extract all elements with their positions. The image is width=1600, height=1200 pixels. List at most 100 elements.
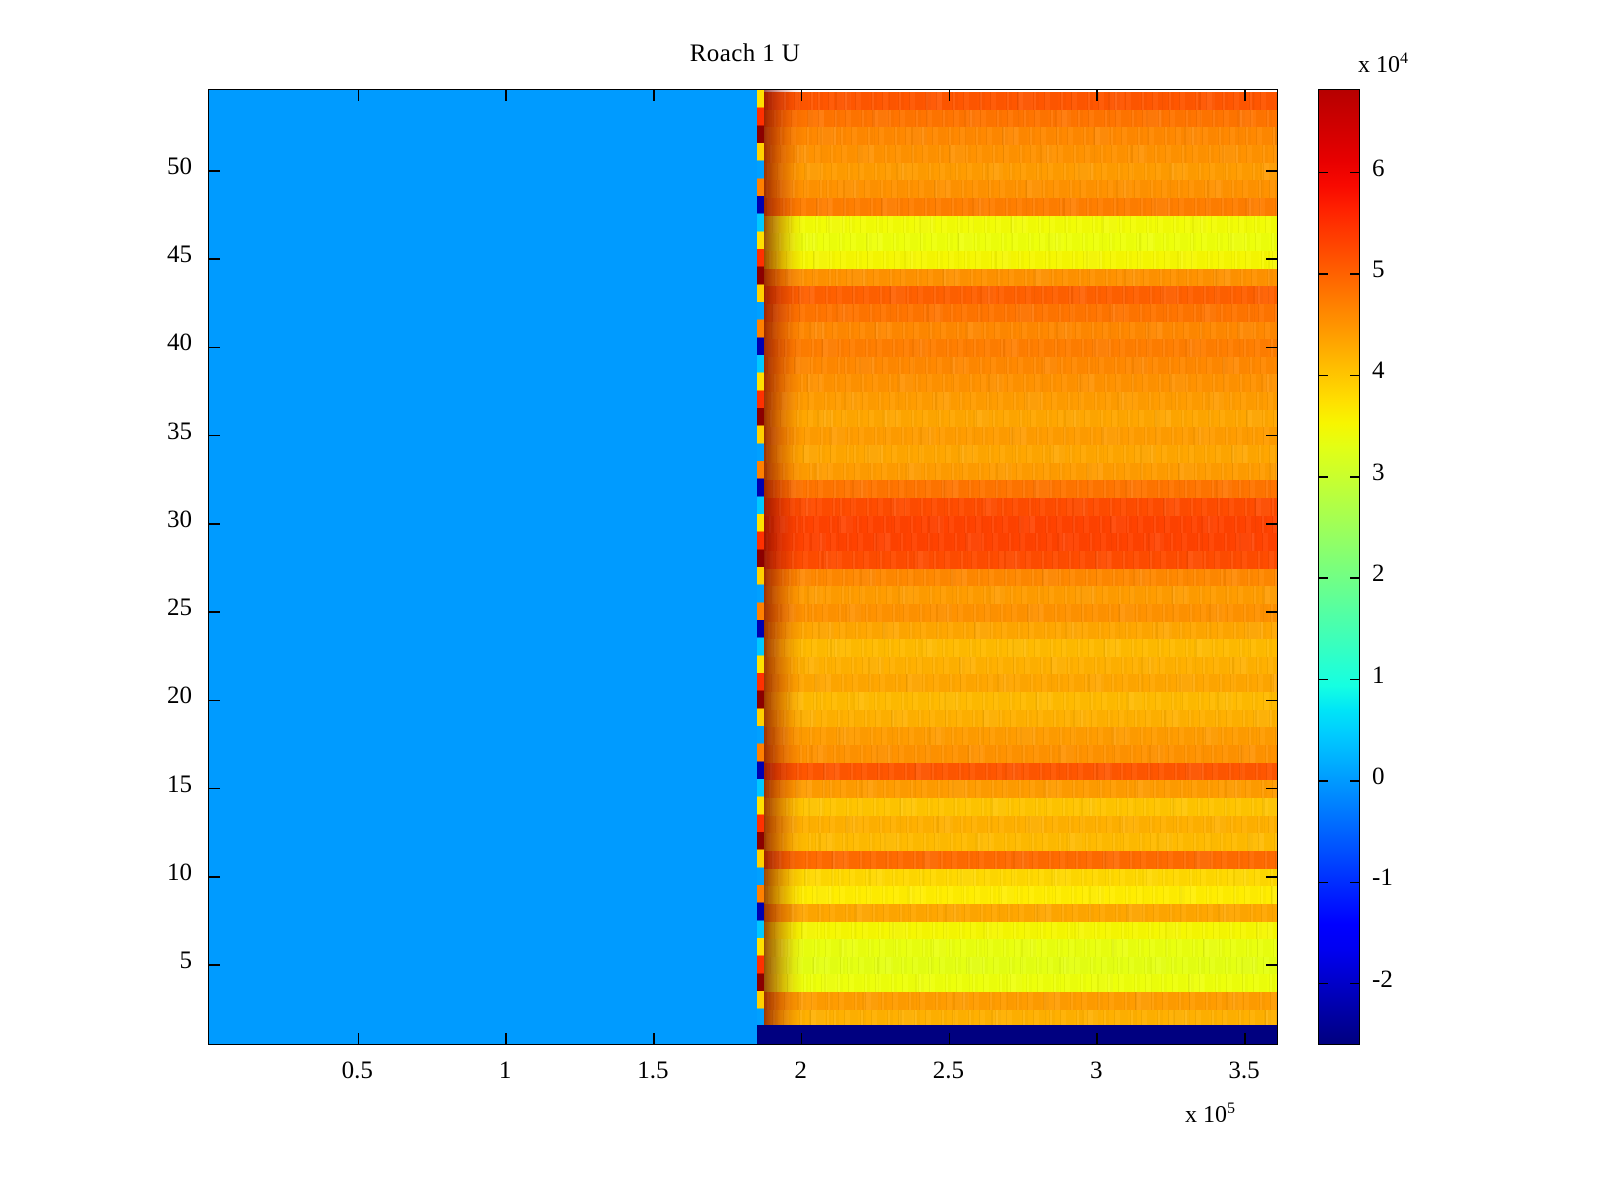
heatmap-row-fill: [757, 532, 1277, 551]
heatmap-noise-texture: [757, 426, 1277, 446]
heatmap-row: [757, 797, 1277, 816]
x-axis-tick: [357, 90, 360, 101]
page-title: Roach 1 U: [689, 40, 801, 67]
heatmap-noise-texture: [757, 797, 1277, 816]
heatmap-noise-texture: [757, 762, 1277, 781]
onset-transition-column: [757, 90, 765, 1044]
heatmap-noise-texture: [757, 832, 1277, 851]
heatmap-noise-texture: [757, 638, 1277, 657]
x-exponent-power: 5: [1227, 1100, 1235, 1117]
colorbar-tick: [1319, 577, 1328, 579]
heatmap-row-fill: [757, 903, 1277, 922]
heatmap-noise-texture: [757, 515, 1277, 534]
heatmap-row: [757, 338, 1277, 357]
heatmap-noise-texture: [757, 462, 1277, 481]
heatmap-noise-texture: [757, 303, 1277, 322]
heatmap-noise-texture: [757, 656, 1277, 675]
heatmap-row-fill: [757, 391, 1277, 410]
colorbar-tick-label: -2: [1372, 965, 1393, 993]
x-axis-tick: [1244, 1033, 1246, 1044]
colorbar-tick: [1319, 881, 1328, 884]
colorbar-tick: [1350, 881, 1359, 884]
heatmap-row: [757, 832, 1277, 851]
heatmap-noise-texture: [757, 267, 1277, 287]
heatmap-row: [757, 603, 1277, 622]
colorbar-tick: [1350, 780, 1359, 782]
heatmap-noise-texture: [757, 550, 1277, 569]
heatmap-noise-texture: [757, 673, 1277, 693]
heatmap-noise-texture: [757, 444, 1277, 463]
heatmap-noise-texture: [757, 162, 1277, 181]
y-axis-tick: [1266, 346, 1277, 349]
colorbar[interactable]: [1318, 89, 1360, 1045]
heatmap-row-fill: [757, 126, 1277, 146]
heatmap-row: [757, 462, 1277, 481]
heatmap-noise-texture: [757, 338, 1277, 357]
onset-shading: [757, 90, 804, 1044]
heatmap-row: [757, 109, 1277, 128]
heatmap-row-fill: [757, 267, 1277, 287]
heatmap-row-fill: [757, 885, 1277, 904]
heatmap-noise-texture: [757, 815, 1277, 834]
heatmap-noise-texture: [757, 868, 1277, 887]
heatmap-row-fill: [757, 850, 1277, 869]
y-axis-tick: [1266, 258, 1277, 260]
heatmap-noise-texture: [757, 620, 1277, 640]
y-axis-tick: [209, 876, 220, 878]
heatmap-row: [757, 162, 1277, 181]
y-axis-tick: [209, 346, 220, 349]
heatmap-row: [757, 991, 1277, 1010]
heatmap-row: [757, 779, 1277, 798]
heatmap-row-fill: [757, 232, 1277, 251]
heatmap-row: [757, 126, 1277, 146]
heatmap-noise-texture: [757, 144, 1277, 163]
heatmap-row: [757, 885, 1277, 904]
colorbar-tick: [1350, 982, 1359, 985]
heatmap-noise-texture: [757, 479, 1277, 498]
cb-exponent-power: 4: [1400, 50, 1408, 67]
heatmap-axes[interactable]: [208, 89, 1278, 1045]
y-axis-tick: [209, 611, 220, 613]
heatmap-row-fill: [757, 726, 1277, 746]
heatmap-row: [757, 673, 1277, 693]
heatmap-row-fill: [757, 656, 1277, 675]
heatmap-row-fill: [757, 162, 1277, 181]
heatmap-row-fill: [757, 920, 1277, 940]
heatmap-row: [757, 267, 1277, 287]
heatmap-row: [757, 691, 1277, 710]
y-axis-tick: [209, 434, 220, 437]
heatmap-noise-texture: [757, 144, 1277, 163]
heatmap-row-fill: [757, 197, 1277, 216]
heatmap-row-fill: [757, 497, 1277, 516]
x-axis-tick: [1244, 90, 1246, 101]
y-axis-tick: [1266, 699, 1277, 702]
x-axis-tick: [505, 90, 507, 101]
heatmap-noise-texture: [757, 973, 1277, 993]
heatmap-noise-texture: [757, 920, 1277, 940]
heatmap-noise-texture: [757, 267, 1277, 287]
heatmap-noise-texture: [757, 162, 1277, 181]
heatmap-row-fill: [757, 426, 1277, 446]
y-axis-tick-label: 25: [167, 594, 192, 622]
heatmap-row: [757, 285, 1277, 304]
y-axis-tick: [209, 170, 220, 172]
heatmap-noise-texture: [757, 320, 1277, 340]
heatmap-noise-texture: [757, 585, 1277, 604]
heatmap-row-fill: [757, 973, 1277, 993]
heatmap-noise-texture: [757, 568, 1277, 587]
heatmap-noise-texture: [757, 215, 1277, 234]
heatmap-row: [757, 568, 1277, 587]
heatmap-noise-texture: [757, 356, 1277, 375]
heatmap-row: [757, 709, 1277, 728]
heatmap-noise-texture: [757, 744, 1277, 763]
colorbar-tick-label: 0: [1372, 762, 1385, 790]
heatmap-noise-texture: [757, 91, 1277, 110]
heatmap-noise-texture: [757, 338, 1277, 357]
heatmap-row: [757, 250, 1277, 269]
heatmap-noise-texture: [757, 515, 1277, 534]
heatmap-row: [757, 956, 1277, 975]
heatmap-noise-texture: [757, 232, 1277, 251]
x-axis-tick-label: 3.5: [1228, 1057, 1260, 1084]
y-axis-tick-label: 5: [179, 947, 193, 975]
y-axis-tick: [1266, 611, 1277, 613]
